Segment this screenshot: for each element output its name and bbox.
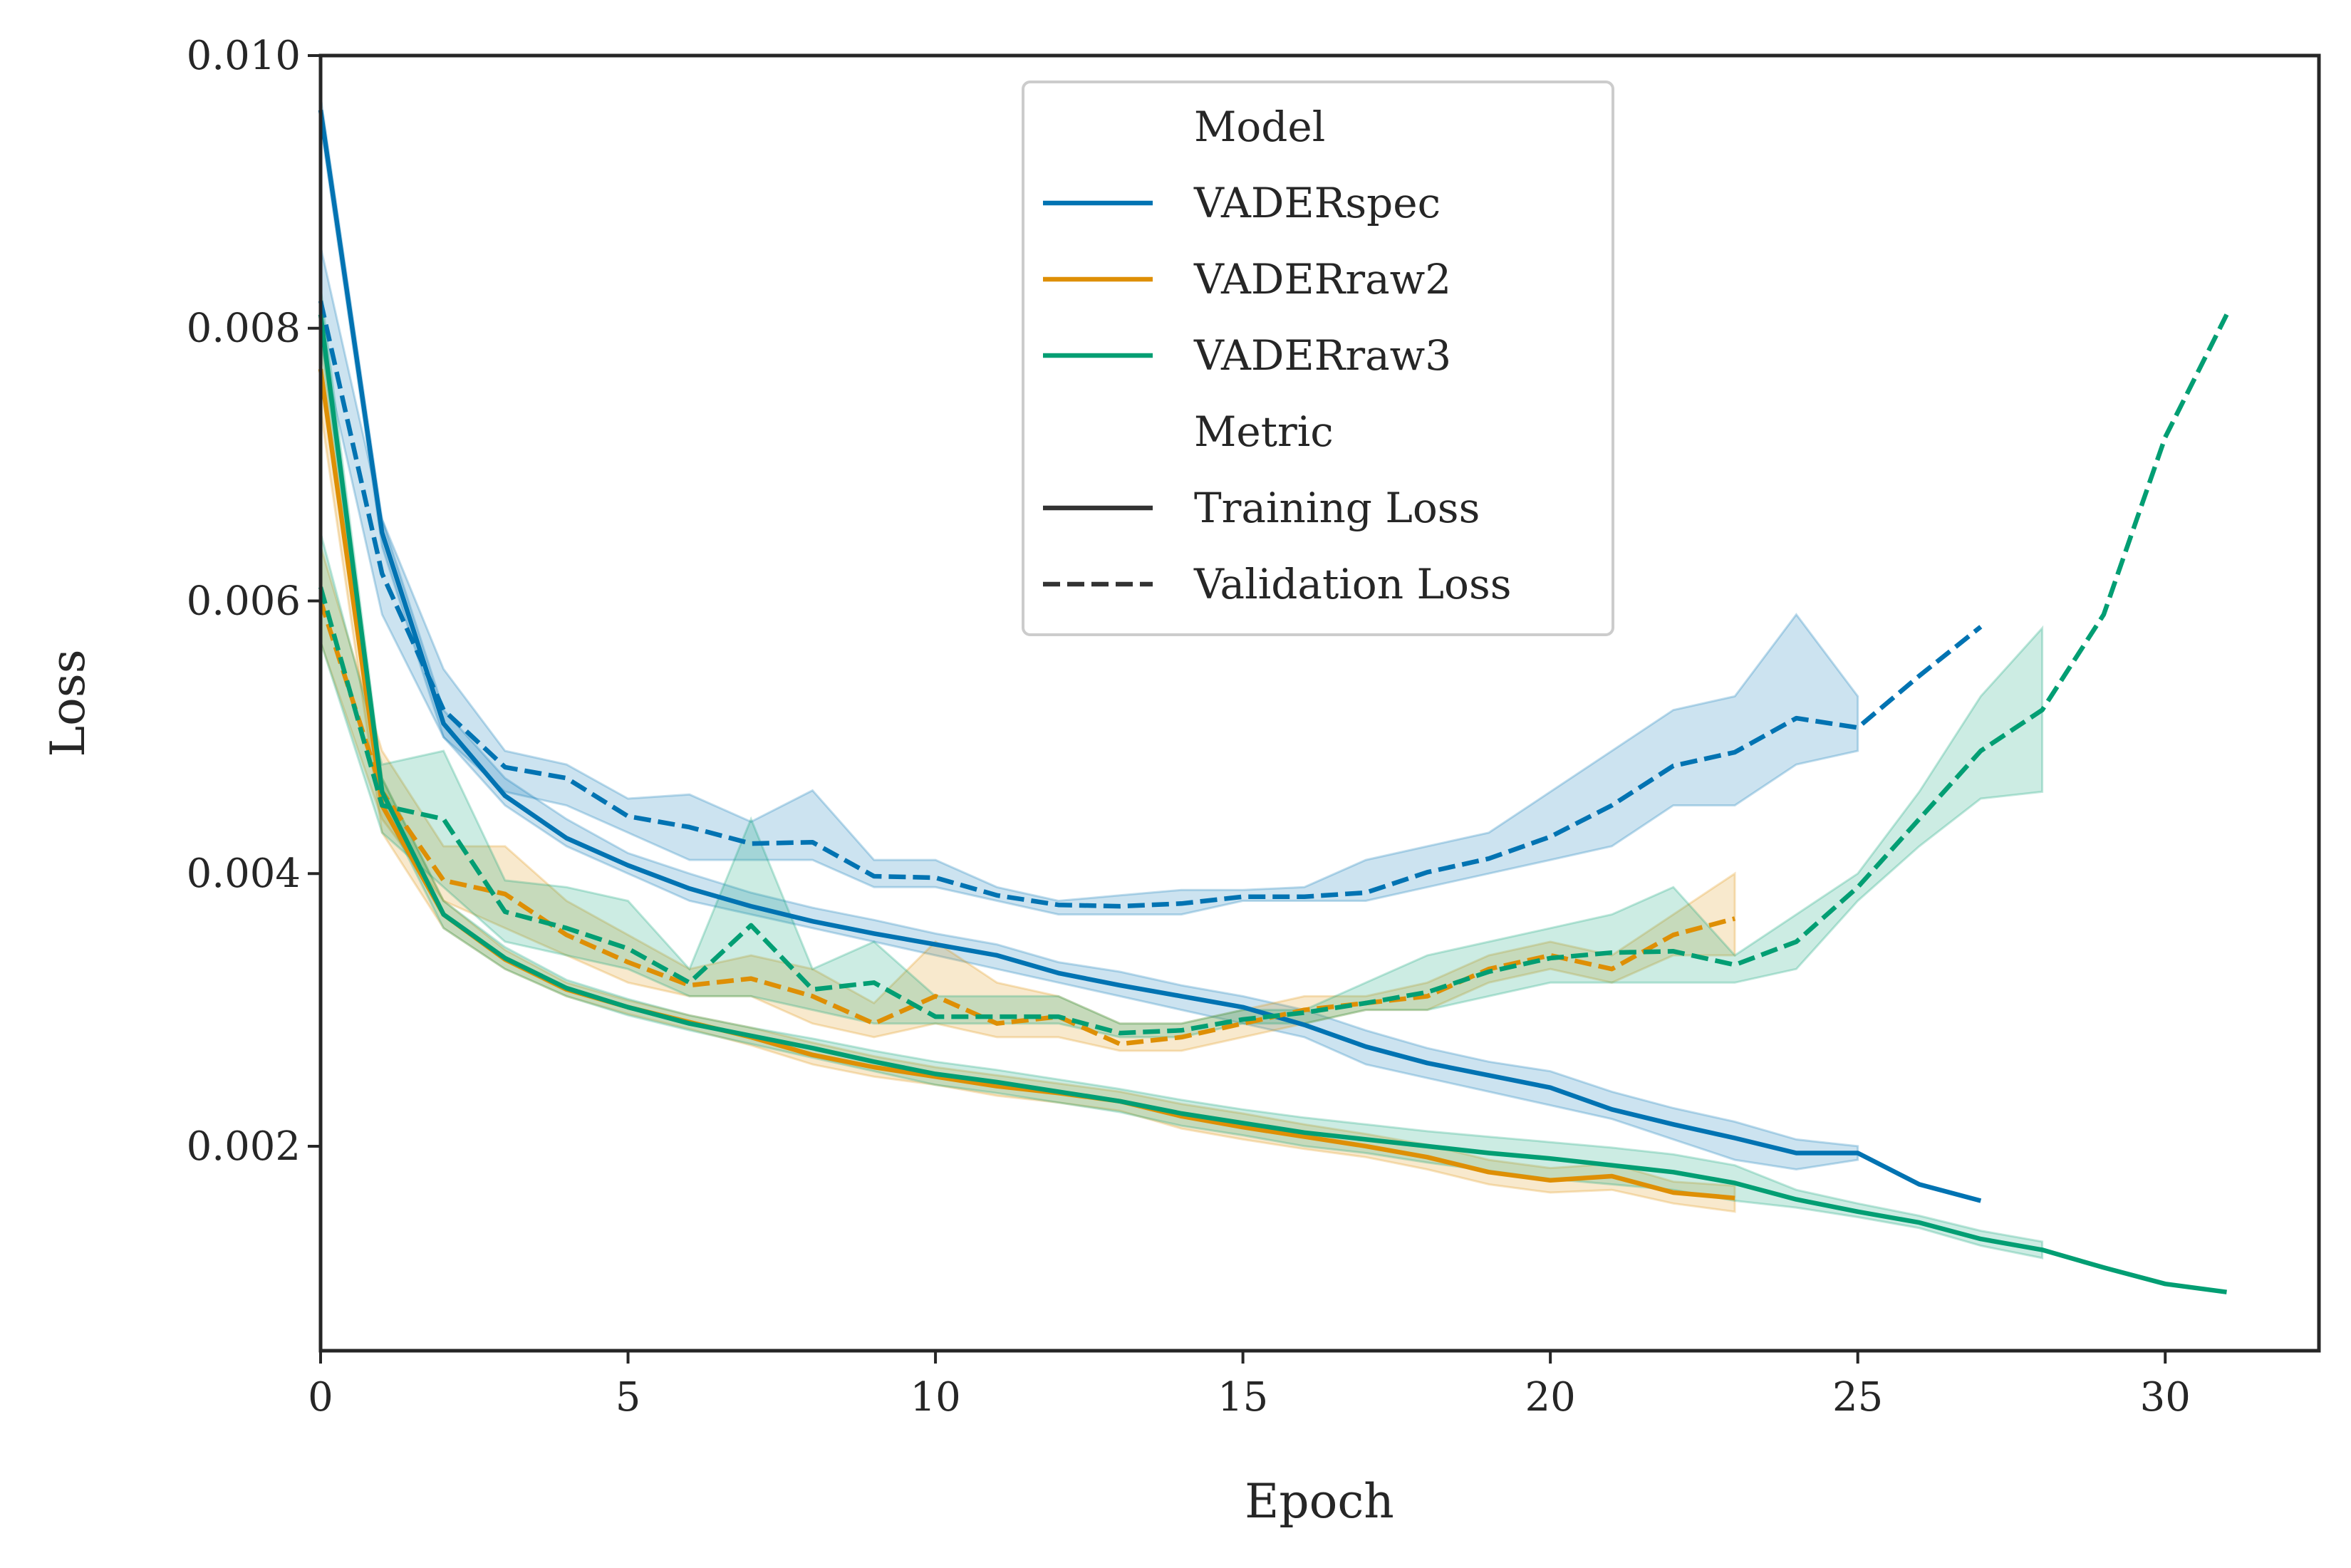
vaderspec-validation-loss-line [318, 300, 1983, 909]
vaderraw2-validation-loss-line [318, 600, 1735, 1047]
vaderraw2-validation-loss-band [319, 546, 1736, 1052]
y-tick-label: 0.006 [187, 578, 301, 624]
y-tick-label: 0.002 [187, 1123, 301, 1170]
legend-title-metric: Metric [1194, 407, 1334, 456]
legend-label-training-loss: Training Loss [1194, 484, 1480, 532]
x-tick-label: 10 [910, 1374, 960, 1421]
vaderraw3-validation-loss-line [318, 313, 2229, 1036]
vaderspec-training-loss-line [318, 110, 1982, 1203]
plot-frame [318, 53, 2321, 1353]
x-axis-ticks: 0 5 10 15 20 25 30 [308, 1351, 2191, 1421]
vaderraw3-training-loss-line [318, 314, 2227, 1294]
legend: Model VADERspec VADERraw2 VADERraw3 Metric Tr… [1022, 81, 1614, 636]
confidence-bands [319, 96, 2044, 1260]
legend-title-model: Model [1194, 103, 1325, 151]
legend-label-vaderraw2: VADERraw2 [1193, 255, 1451, 303]
x-axis-label: Epoch [1245, 1474, 1394, 1529]
y-tick-label: 0.004 [187, 851, 301, 897]
vaderspec-training-loss-band [319, 96, 1859, 1171]
vaderraw2-training-loss-band [319, 328, 1736, 1213]
x-tick-label: 30 [2140, 1374, 2191, 1421]
x-tick-label: 5 [616, 1374, 641, 1421]
vaderraw3-validation-loss-band [319, 532, 2044, 1039]
series-lines [318, 110, 2229, 1294]
y-axis-label: Loss [41, 649, 95, 757]
legend-label-validation-loss: Validation Loss [1193, 560, 1511, 608]
legend-box [1022, 81, 1614, 636]
vaderspec-validation-loss-band [319, 246, 1859, 916]
y-tick-label: 0.008 [187, 306, 301, 352]
x-tick-label: 0 [308, 1374, 333, 1421]
y-tick-label: 0.010 [187, 33, 301, 79]
x-tick-label: 25 [1832, 1374, 1883, 1421]
x-tick-label: 20 [1525, 1374, 1576, 1421]
legend-label-vaderspec: VADERspec [1193, 179, 1441, 227]
x-tick-label: 15 [1218, 1374, 1268, 1421]
y-axis-ticks: 0.002 0.004 0.006 0.008 0.010 [187, 33, 321, 1170]
legend-label-vaderraw3: VADERraw3 [1193, 331, 1451, 380]
vaderraw3-training-loss-band [319, 287, 2044, 1260]
